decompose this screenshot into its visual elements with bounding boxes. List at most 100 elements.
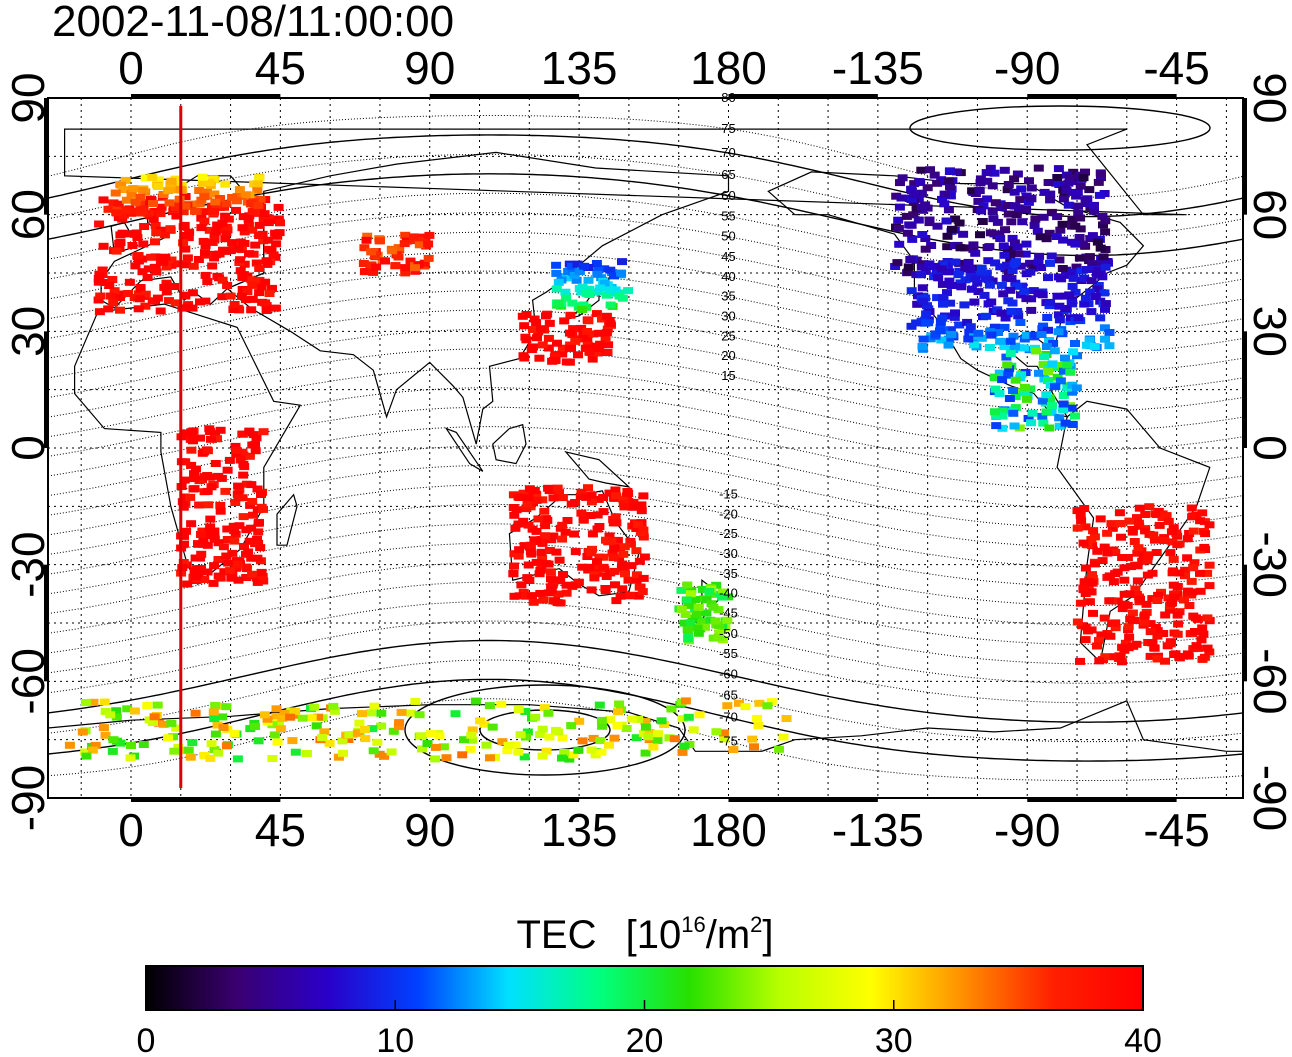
tec-cell bbox=[187, 289, 198, 297]
tec-cell bbox=[1130, 585, 1141, 593]
tec-cell bbox=[1182, 535, 1193, 543]
tec-cell bbox=[248, 511, 258, 519]
tec-cell bbox=[1093, 282, 1104, 289]
tec-cell bbox=[1089, 207, 1099, 215]
tec-cell bbox=[188, 437, 198, 445]
tec-cell bbox=[543, 344, 554, 352]
tec-cell bbox=[180, 245, 191, 253]
tec-cell bbox=[531, 527, 542, 535]
colorbar-label-main: TEC bbox=[516, 913, 596, 957]
tec-cell bbox=[1097, 212, 1108, 220]
tec-cell bbox=[140, 174, 151, 182]
tec-cell bbox=[329, 707, 340, 715]
tec-cell bbox=[256, 568, 267, 576]
tec-cell bbox=[1087, 260, 1098, 268]
tec-cell bbox=[205, 428, 216, 435]
tec-cell bbox=[604, 489, 615, 497]
tec-cell bbox=[521, 505, 532, 513]
tec-cell bbox=[1032, 227, 1043, 235]
tec-cell bbox=[924, 260, 935, 268]
tec-cell bbox=[1098, 253, 1109, 261]
contour-label: -40 bbox=[719, 586, 738, 601]
tec-cell bbox=[974, 186, 985, 194]
tec-cell bbox=[1060, 419, 1071, 427]
frame-bar-top bbox=[728, 94, 878, 98]
tec-cell bbox=[210, 228, 221, 236]
tec-cell bbox=[246, 481, 257, 489]
tec-cell bbox=[1013, 312, 1024, 320]
tec-cell bbox=[619, 543, 630, 551]
tec-cell bbox=[209, 535, 220, 543]
tec-cell bbox=[236, 292, 247, 300]
tec-cell bbox=[1128, 642, 1139, 650]
tec-cell bbox=[594, 523, 605, 530]
tec-cell bbox=[623, 576, 634, 584]
tec-cell bbox=[936, 265, 947, 273]
tec-cell bbox=[485, 754, 495, 762]
tec-cell bbox=[521, 592, 532, 600]
tec-cell bbox=[246, 306, 257, 314]
tec-cell bbox=[231, 564, 241, 572]
tec-cell bbox=[262, 260, 273, 268]
tec-cell bbox=[118, 186, 129, 194]
tec-cell bbox=[944, 177, 955, 185]
tec-cell bbox=[219, 568, 230, 576]
tec-cell bbox=[1025, 268, 1036, 276]
magnetic-latitude-contour bbox=[48, 387, 1243, 470]
tec-cell bbox=[946, 330, 957, 338]
tec-cell bbox=[193, 256, 204, 263]
tec-cell bbox=[261, 307, 272, 314]
tec-cell bbox=[201, 188, 212, 196]
tec-cell bbox=[1009, 260, 1020, 268]
tec-cell bbox=[199, 473, 210, 481]
tec-cell bbox=[937, 280, 948, 288]
tec-cell bbox=[147, 297, 158, 305]
tec-cell bbox=[343, 736, 354, 743]
tec-cell bbox=[1122, 554, 1133, 561]
tec-cell bbox=[94, 308, 105, 316]
tec-cell bbox=[1066, 404, 1077, 412]
tec-cell bbox=[1011, 211, 1022, 219]
tec-cell bbox=[582, 335, 593, 343]
tec-cell bbox=[161, 263, 172, 271]
contour-label: 20 bbox=[721, 348, 735, 363]
tec-cell bbox=[638, 574, 649, 582]
tec-cell bbox=[109, 287, 120, 295]
tec-cell bbox=[1045, 396, 1056, 404]
tec-cell bbox=[132, 234, 143, 241]
coastline bbox=[63, 128, 1187, 216]
tec-cell bbox=[131, 229, 142, 237]
colorbar-tick-label: 0 bbox=[137, 1022, 156, 1057]
tec-cell bbox=[711, 728, 722, 736]
tec-cell bbox=[126, 190, 137, 197]
tec-cell bbox=[230, 442, 241, 450]
tec-cell bbox=[309, 703, 320, 711]
tec-cell bbox=[577, 563, 588, 571]
tec-cell bbox=[192, 565, 202, 573]
tec-cell bbox=[685, 590, 696, 598]
tec-cell bbox=[539, 704, 550, 712]
tec-cell bbox=[541, 312, 551, 320]
tec-cell bbox=[952, 168, 962, 176]
tec-cell bbox=[1027, 409, 1038, 417]
tec-cell bbox=[576, 324, 587, 332]
tec-cell bbox=[417, 745, 427, 753]
tec-cell bbox=[1023, 198, 1034, 206]
tec-cell bbox=[1174, 654, 1185, 662]
tec-cell bbox=[1191, 642, 1202, 650]
tec-cell bbox=[358, 260, 369, 267]
tec-cell bbox=[503, 741, 514, 749]
tec-cell bbox=[632, 521, 643, 529]
tec-cell bbox=[976, 334, 987, 342]
tec-cell bbox=[611, 597, 622, 605]
tec-cell bbox=[999, 251, 1010, 259]
tec-cell bbox=[213, 472, 224, 480]
tec-cell bbox=[198, 237, 209, 245]
tec-cell bbox=[566, 500, 577, 508]
tec-cell bbox=[1202, 614, 1213, 622]
tec-cell bbox=[605, 301, 616, 309]
tec-cell bbox=[909, 191, 920, 199]
tec-cell bbox=[225, 246, 236, 254]
tec-cell bbox=[1016, 185, 1027, 193]
tec-cell bbox=[975, 271, 986, 279]
